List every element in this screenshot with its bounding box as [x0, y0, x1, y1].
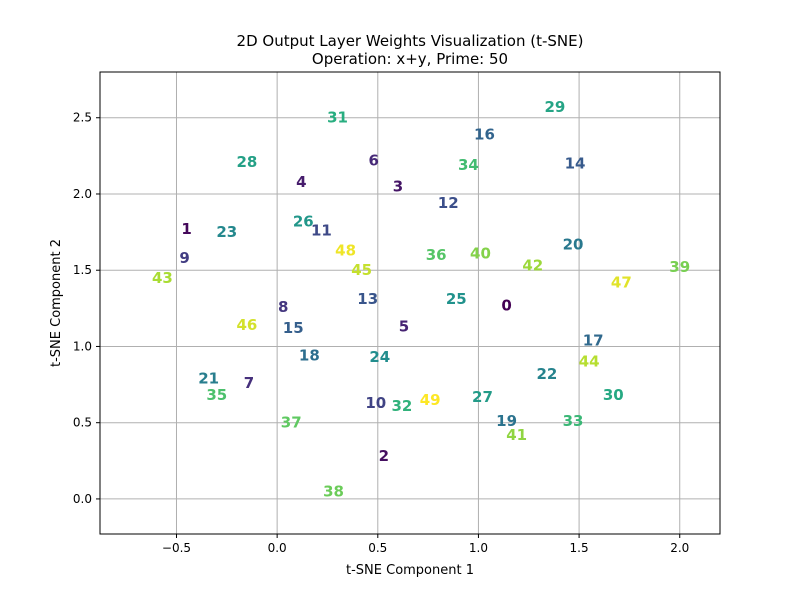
point-label-18: 18	[299, 347, 320, 365]
point-label-34: 34	[458, 156, 479, 174]
point-label-35: 35	[206, 386, 227, 404]
x-tick-label: 0.0	[268, 541, 287, 555]
point-label-37: 37	[281, 414, 302, 432]
point-label-4: 4	[296, 173, 306, 191]
point-label-46: 46	[237, 316, 258, 334]
point-label-16: 16	[474, 126, 495, 144]
point-label-1: 1	[181, 220, 191, 238]
point-label-45: 45	[351, 261, 372, 279]
point-label-27: 27	[472, 388, 493, 406]
point-label-47: 47	[611, 273, 632, 291]
point-label-24: 24	[369, 348, 390, 366]
grid-lines	[100, 72, 720, 534]
point-label-13: 13	[357, 290, 378, 308]
chart-subtitle: Operation: x+y, Prime: 50	[312, 50, 508, 68]
y-tick-label: 2.5	[73, 111, 92, 125]
plot-frame	[99, 71, 721, 535]
point-label-36: 36	[426, 246, 447, 264]
point-label-31: 31	[327, 109, 348, 127]
x-tick-label: −0.5	[162, 541, 191, 555]
axis-ticks: −0.5 0.0 0.5 1.0 1.5 2.0 0.0 0.5 1.0 1.5 2.0 2.5	[73, 111, 689, 555]
point-label-42: 42	[522, 257, 543, 275]
y-tick-label: 2.0	[73, 187, 92, 201]
point-label-5: 5	[399, 318, 409, 336]
point-label-15: 15	[283, 319, 304, 337]
y-tick-label: 0.5	[73, 416, 92, 430]
point-label-0: 0	[501, 296, 511, 314]
point-label-17: 17	[583, 331, 604, 349]
point-label-7: 7	[244, 374, 254, 392]
point-label-3: 3	[393, 177, 403, 195]
y-axis-label: t-SNE Component 2	[49, 239, 64, 367]
point-label-26: 26	[293, 212, 314, 230]
point-label-29: 29	[544, 98, 565, 116]
point-label-19: 19	[496, 412, 517, 430]
point-label-40: 40	[470, 244, 491, 262]
x-tick-label: 2.0	[670, 541, 689, 555]
x-tick-label: 0.5	[368, 541, 387, 555]
point-label-49: 49	[420, 391, 441, 409]
point-label-43: 43	[152, 269, 173, 287]
x-tick-label: 1.0	[469, 541, 488, 555]
point-label-33: 33	[563, 412, 584, 430]
point-label-38: 38	[323, 482, 344, 500]
point-label-11: 11	[311, 222, 332, 240]
point-label-6: 6	[369, 151, 379, 169]
point-label-48: 48	[335, 241, 356, 259]
point-label-22: 22	[536, 365, 557, 383]
point-label-23: 23	[216, 223, 237, 241]
x-axis-label: t-SNE Component 1	[346, 563, 474, 578]
point-label-9: 9	[179, 249, 189, 267]
point-label-12: 12	[438, 194, 459, 212]
point-label-44: 44	[579, 353, 600, 371]
y-tick-label: 1.0	[73, 339, 92, 353]
point-label-30: 30	[603, 386, 624, 404]
point-label-20: 20	[563, 235, 584, 253]
y-tick-label: 1.5	[73, 263, 92, 277]
y-tick-label: 0.0	[73, 492, 92, 506]
point-label-21: 21	[198, 369, 219, 387]
point-label-25: 25	[446, 290, 467, 308]
chart-title: 2D Output Layer Weights Visualization (t…	[237, 32, 584, 50]
x-tick-label: 1.5	[570, 541, 589, 555]
point-label-2: 2	[379, 447, 389, 465]
point-label-41: 41	[506, 426, 527, 444]
point-label-8: 8	[278, 298, 288, 316]
point-label-32: 32	[392, 397, 413, 415]
point-label-14: 14	[565, 154, 586, 172]
point-label-39: 39	[669, 258, 690, 276]
point-label-10: 10	[365, 394, 386, 412]
point-label-28: 28	[237, 153, 258, 171]
